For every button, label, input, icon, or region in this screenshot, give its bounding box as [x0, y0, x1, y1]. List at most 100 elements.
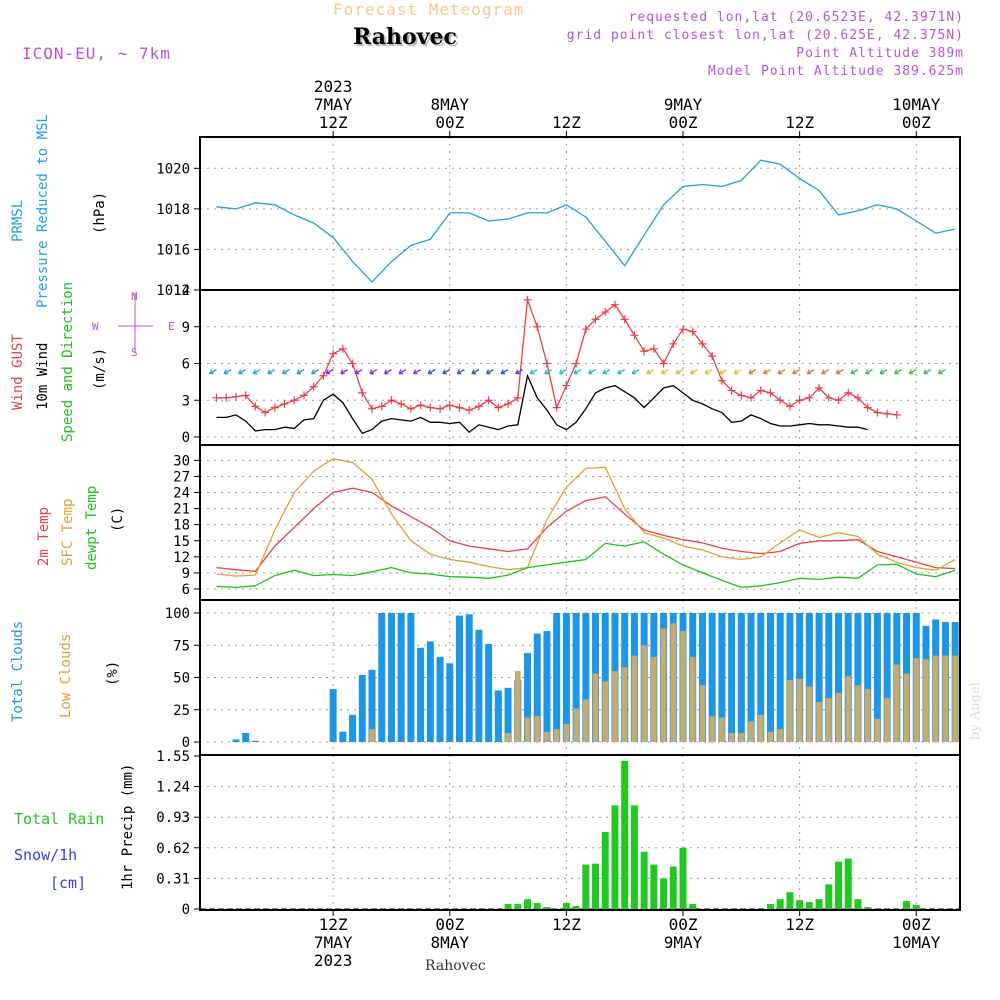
y-tick-label: 1.24 [156, 780, 190, 796]
low-cloud-bar [621, 667, 628, 742]
wind-direction-arrow [456, 369, 465, 375]
top-axis-hour: 00Z [435, 113, 464, 132]
wind-direction-arrow [208, 369, 217, 375]
precip-bar [835, 861, 843, 909]
wind-gust-marker [688, 327, 697, 336]
low-cloud-bar [709, 716, 715, 742]
y-tick-label: 1014 [156, 283, 190, 299]
wind-direction-arrow [894, 369, 903, 375]
low-cloud-bar [689, 656, 696, 742]
wind-gust-marker [416, 401, 425, 410]
y-tick-label: 0 [182, 430, 190, 446]
low-cloud-bar [592, 673, 599, 742]
total-cloud-bar [835, 613, 843, 742]
wind-direction-arrow [646, 369, 655, 375]
precip-bar [864, 907, 872, 909]
grid-point-coordinates: grid point closest lon,lat (20.625E, 42.… [566, 28, 964, 43]
wind-direction-arrow [748, 369, 757, 375]
wind-direction-arrow [267, 369, 276, 375]
y-tick-label: 30 [173, 453, 190, 469]
y-tick-label: 75 [173, 638, 190, 654]
wind-gust-marker [455, 403, 464, 412]
precip-snow-unit: [cm] [50, 874, 87, 892]
wind-direction-arrow [485, 369, 494, 375]
precip-bar [660, 878, 668, 909]
bottom-axis-date: 10MAY [892, 933, 941, 952]
total-cloud-bar [572, 613, 580, 742]
total-cloud-bar [698, 613, 706, 742]
wind-direction-arrow [937, 369, 946, 375]
top-axis-date: 9MAY [664, 95, 703, 114]
model-label: ICON-EU, ~ 7km [22, 44, 171, 63]
wind-gust-marker [280, 399, 289, 408]
low-cloud-bar [777, 729, 784, 742]
wind-direction-arrow [296, 369, 305, 375]
wind-gust-marker [358, 388, 367, 397]
total-cloud-bar [485, 643, 493, 742]
y-tick-label: 100 [165, 606, 190, 622]
precip-bar [504, 904, 512, 909]
compass-north: N [131, 290, 138, 303]
total-cloud-bar [533, 633, 541, 742]
wind-direction-arrow [631, 369, 640, 375]
top-axis-hour: 00Z [902, 113, 931, 132]
low-cloud-bar [563, 723, 570, 742]
y-tick-label: 12 [173, 550, 190, 566]
wind-gust-marker [504, 399, 513, 408]
total-cloud-bar [378, 613, 386, 742]
wind-gust-marker [338, 344, 347, 353]
wind-gust-marker [581, 325, 590, 334]
wind-gust-marker [815, 384, 824, 392]
total-cloud-bar [825, 613, 833, 742]
wind-gust-marker [853, 393, 862, 402]
low-cloud-bar [515, 671, 521, 742]
low-cloud-bar [825, 698, 832, 742]
low-cloud-bar [932, 655, 939, 742]
y-tick-label: 50 [173, 671, 190, 687]
total-cloud-bar [854, 613, 862, 742]
low-cloud-bar [884, 698, 890, 742]
wind-gust-marker [474, 402, 483, 411]
wind-gust-marker [348, 359, 357, 368]
wind-direction-arrow [660, 369, 669, 375]
precip-bar [669, 866, 677, 909]
wind-gust-marker [542, 359, 551, 368]
bottom-axis-hour: 12Z [785, 915, 814, 934]
footer-location: Rahovec [425, 958, 486, 974]
wind-gust-marker [620, 315, 629, 324]
wind-direction-arrow [558, 369, 567, 375]
wind-gust-marker [523, 295, 532, 304]
wind-gust-marker [552, 403, 561, 412]
wind-gust-marker [484, 396, 493, 405]
low-cloud-bar [942, 655, 949, 742]
wind-direction-arrow [806, 369, 815, 375]
wind-direction-arrow [879, 369, 888, 375]
low-cloud-bar [699, 685, 706, 742]
y-tick-label: 15 [173, 534, 190, 550]
wind-gust-marker [727, 386, 736, 395]
wind-gust-marker [601, 308, 610, 317]
bottom-axis-hour: 12Z [552, 915, 581, 934]
panel-frame-temp [199, 444, 961, 601]
wind-gust-marker [299, 391, 308, 400]
wind-direction-arrow [864, 369, 873, 375]
low-cloud-bar [651, 656, 657, 742]
low-cloud-bar [719, 717, 725, 742]
y-tick-label: 0.93 [156, 810, 190, 826]
y-tick-label: 0.62 [156, 841, 190, 857]
low-cloud-bar [680, 631, 686, 742]
wind-gust-marker [640, 347, 649, 356]
wind-direction-arrow [340, 369, 349, 375]
total-cloud-bar [251, 740, 259, 742]
low-cloud-bar [952, 655, 958, 742]
low-cloud-bar [583, 699, 589, 742]
low-cloud-bar [602, 681, 609, 742]
low-cloud-bar [748, 721, 754, 742]
top-axis-date: 8MAY [431, 95, 470, 114]
precip-bar [562, 903, 570, 909]
wind-gust-marker [591, 315, 600, 324]
precip-bar [679, 847, 687, 909]
total-cloud-bar [446, 663, 454, 742]
wind-direction-arrow [413, 369, 421, 375]
wind-direction-arrow [310, 369, 319, 375]
